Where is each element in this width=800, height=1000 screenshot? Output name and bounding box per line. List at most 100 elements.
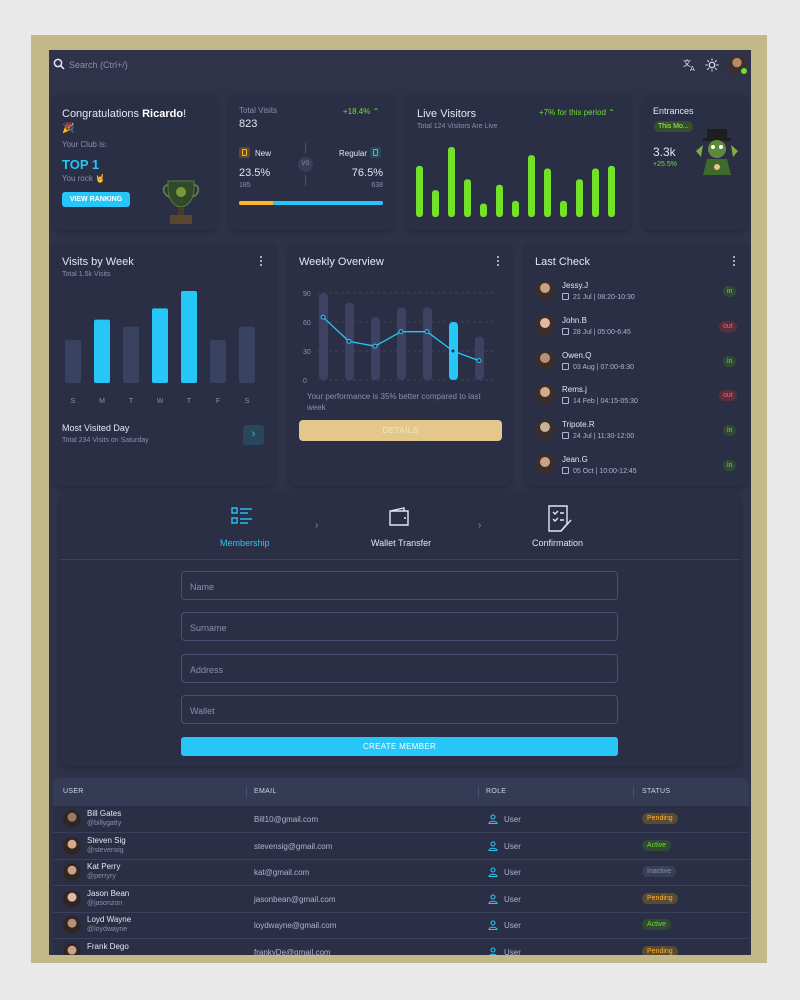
- status-badge: Active: [642, 839, 672, 851]
- wallet-icon: [389, 507, 409, 526]
- col-email[interactable]: EMAIL: [254, 788, 277, 795]
- svg-text:文: 文: [683, 58, 691, 68]
- check-name: Jean.G: [562, 455, 588, 464]
- col-role[interactable]: ROLE: [486, 788, 507, 795]
- step-membership[interactable]: Membership: [220, 538, 270, 548]
- total-visits-label: Total Visits: [239, 106, 278, 115]
- overview-point: [450, 348, 456, 354]
- address-field[interactable]: Address: [181, 654, 618, 683]
- regular-count: 638: [371, 182, 383, 189]
- check-date: 21 Jul | 08:20-10:30: [562, 293, 635, 301]
- week-bar: [65, 340, 81, 383]
- user-icon: [488, 867, 498, 877]
- table-row[interactable]: Steven Sig @stevensig stevensig@gmail.co…: [53, 833, 749, 860]
- visits-by-week-title: Visits by Week: [62, 256, 134, 268]
- y-tick-label: 30: [303, 349, 311, 356]
- user-email: Bill10@gmail.com: [254, 815, 319, 824]
- live-bar: [448, 147, 455, 217]
- user-name: Kat Perry: [87, 862, 121, 871]
- entrances-value: 3.3k: [653, 145, 676, 159]
- status-badge: Pending: [642, 813, 678, 824]
- y-tick-label: 60: [303, 320, 311, 327]
- create-member-button[interactable]: CREATE MEMBER: [181, 737, 618, 756]
- more-icon[interactable]: [259, 255, 263, 267]
- step-wallet-transfer[interactable]: Wallet Transfer: [371, 538, 432, 548]
- search-icon[interactable]: [53, 58, 65, 70]
- congrats-card: Congratulations Ricardo! 🎉 Your Club is:…: [53, 95, 216, 230]
- membership-form-card: Membership › Wallet Transfer › Confirmat…: [60, 494, 740, 766]
- overview-point: [372, 343, 378, 349]
- weekly-overview-chart: 90 60 30 0: [303, 291, 495, 383]
- svg-text:A: A: [690, 65, 695, 72]
- new-share-fill: [239, 201, 273, 205]
- status-badge: Pending: [642, 892, 678, 904]
- entrances-change: +25.5%: [653, 161, 677, 168]
- total-visits-card: Total Visits 823 +18.4% ⌃ New 23.5% 185 …: [229, 95, 393, 230]
- sun-icon[interactable]: [705, 58, 719, 72]
- view-ranking-button[interactable]: VIEW RANKING: [62, 192, 130, 207]
- party-emoji: 🎉: [62, 123, 75, 134]
- check-date: 24 Jul | 11:30-12:00: [562, 432, 634, 440]
- live-bar: [464, 179, 471, 217]
- wallet-field[interactable]: Wallet: [181, 695, 618, 724]
- table-row[interactable]: Jason Bean @jasonzon jasonbean@gmail.com…: [53, 886, 749, 913]
- period-badge[interactable]: This Mo...: [654, 121, 693, 132]
- more-icon[interactable]: [732, 255, 736, 267]
- live-bar: [560, 200, 567, 217]
- user-email: stevensig@gmail.com: [254, 841, 333, 851]
- week-day-label: S: [71, 398, 76, 405]
- performance-text: Your performance is 35% better compared …: [307, 392, 481, 412]
- live-bar: [432, 190, 439, 217]
- last-check-card: Last Check Jessy.J 21 Jul | 08:20-10:30 …: [525, 243, 747, 486]
- week-day-label: T: [129, 398, 134, 405]
- overview-bar: [423, 307, 432, 380]
- table-row[interactable]: Kat Perry @perryry kat@gmail.com User In…: [53, 859, 749, 886]
- calendar-icon: [562, 467, 569, 474]
- col-status[interactable]: STATUS: [642, 788, 671, 795]
- week-day-label: W: [157, 398, 164, 405]
- visits-by-week-card: Visits by Week Total 1.5k Visits S M T W T F S…: [53, 243, 275, 486]
- calendar-icon: [562, 293, 569, 300]
- overview-bar: [397, 307, 406, 380]
- user-avatar[interactable]: [727, 55, 748, 75]
- chevron-right-icon: ›: [478, 520, 482, 531]
- user-role: User: [504, 894, 521, 904]
- avatar: [63, 836, 81, 855]
- list-icon: [231, 507, 252, 524]
- user-role: User: [504, 815, 521, 824]
- more-icon[interactable]: [496, 255, 500, 267]
- translate-icon[interactable]: 文A: [683, 58, 697, 72]
- name-field[interactable]: Name: [181, 571, 618, 600]
- live-bar: [544, 168, 551, 217]
- surname-field[interactable]: Surname: [181, 612, 618, 641]
- user-email: frankyDe@gmail.com: [254, 947, 331, 956]
- week-day-label: F: [216, 398, 220, 405]
- user-icon: [488, 814, 498, 824]
- new-label: New: [255, 149, 272, 158]
- new-count: 185: [239, 182, 251, 189]
- chevron-right-icon: ›: [315, 520, 319, 531]
- avatar: [535, 384, 555, 405]
- avatar: [63, 916, 81, 934]
- step-confirmation[interactable]: Confirmation: [532, 538, 584, 548]
- live-bar: [512, 200, 519, 217]
- user-role: User: [504, 947, 521, 956]
- live-bar: [528, 155, 535, 217]
- table-row[interactable]: Loyd Wayne @loydwayne loydwayne@gmail.co…: [53, 912, 749, 939]
- user-role: User: [504, 868, 521, 877]
- avatar: [535, 280, 555, 300]
- details-button[interactable]: DETAILS: [299, 420, 502, 441]
- check-date: 14 Feb | 04:15-05:30: [562, 397, 638, 405]
- check-name: Jessy.J: [562, 281, 589, 290]
- table-row[interactable]: Frank Dego frankyDe@gmail.com User Pendi…: [53, 939, 749, 956]
- user-icon: [488, 893, 498, 904]
- check-status-badge: in: [723, 425, 737, 437]
- table-row[interactable]: Bill Gates @billygatty Bill10@gmail.com …: [53, 806, 749, 833]
- col-user[interactable]: USER: [63, 788, 84, 795]
- chevron-right-icon[interactable]: ›: [243, 425, 264, 445]
- divider: [633, 787, 634, 797]
- search-input[interactable]: Search (Ctrl+/): [69, 60, 128, 70]
- club-label: Your Club is:: [62, 140, 108, 149]
